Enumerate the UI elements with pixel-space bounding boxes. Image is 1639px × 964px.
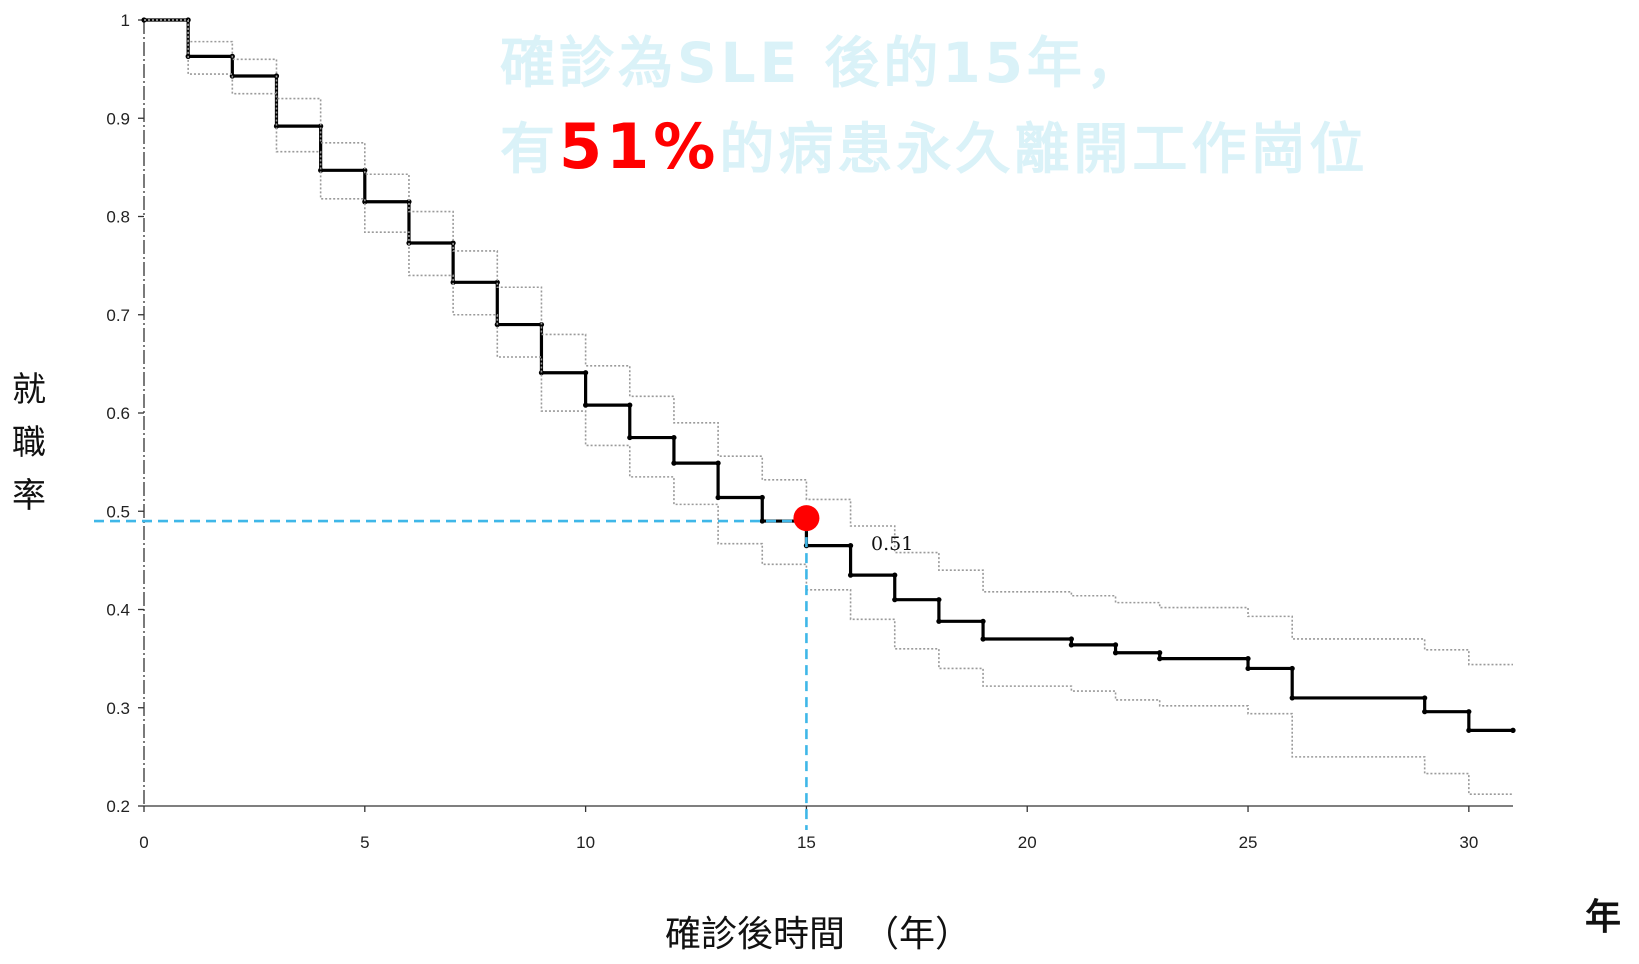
estimate-point [1466, 727, 1472, 733]
estimate-point [759, 518, 765, 524]
estimate-point [1422, 709, 1428, 715]
y-tick-label: 0.4 [106, 601, 130, 620]
x-tick-label: 15 [797, 833, 816, 852]
estimate-point [1068, 636, 1074, 642]
estimate-point [671, 460, 677, 466]
series-lower-ci-line [144, 19, 1513, 796]
x-axis-unit: 年 [1585, 897, 1622, 938]
estimate-point [627, 402, 633, 408]
estimate-point [406, 199, 412, 205]
chart-title-prefix: 有 [500, 117, 560, 181]
chart-title-line2: 有51%的病患永久離開工作崗位 [500, 104, 1368, 184]
highlight-point-marker [793, 505, 820, 532]
y-tick-label: 0.2 [106, 797, 130, 816]
estimate-point [1289, 665, 1295, 672]
estimate-point [1422, 695, 1428, 701]
estimate-point [1245, 665, 1251, 672]
estimate-point [538, 370, 545, 376]
estimate-point [936, 618, 942, 624]
estimate-point [980, 618, 986, 624]
x-tick-label: 30 [1459, 833, 1478, 852]
estimate-point [847, 572, 854, 578]
y-axis-label-char: 職 [12, 423, 46, 463]
x-tick-label: 25 [1239, 833, 1258, 852]
chart-title-suffix: 的病患永久離開工作崗位 [719, 117, 1369, 181]
highlight-point-label: 0.51 [871, 533, 914, 555]
y-tick-label: 0.7 [106, 306, 130, 325]
estimate-point [1510, 727, 1516, 733]
estimate-point [494, 279, 500, 285]
chart-title-line1: 確診為SLE 後的15年， [500, 31, 1145, 95]
estimate-point [892, 597, 898, 603]
estimate-point [1466, 709, 1472, 715]
estimate-point [715, 494, 721, 501]
estimate-point [936, 597, 942, 603]
estimate-point [583, 402, 589, 408]
estimate-point [1289, 695, 1295, 701]
y-axis-label-char: 率 [12, 476, 46, 516]
x-axis-label: 確診後時間 （年） [665, 914, 972, 955]
estimate-point [362, 167, 368, 173]
x-tick-label: 0 [139, 833, 148, 852]
estimate-point [450, 279, 456, 285]
estimate-point [671, 434, 677, 441]
estimate-point [759, 494, 765, 501]
estimate-point [1157, 650, 1163, 656]
estimate-point [847, 543, 854, 549]
series-estimate-line [144, 18, 1513, 732]
chart-title-highlight: 51% [559, 110, 720, 183]
estimate-point [406, 240, 412, 246]
estimate-point [1157, 656, 1163, 662]
estimate-point [1112, 642, 1119, 648]
y-tick-label: 0.8 [106, 208, 130, 227]
estimate-point [1245, 656, 1251, 662]
estimate-point [627, 434, 633, 441]
y-tick-label: 1 [121, 11, 130, 30]
series-upper-ci-line [144, 19, 1513, 666]
estimate-point [318, 167, 324, 173]
x-tick-label: 20 [1018, 833, 1037, 852]
y-axis-label-char: 就 [12, 370, 46, 410]
y-tick-label: 0.6 [106, 404, 130, 423]
estimate-point [980, 636, 986, 642]
estimate-point [892, 572, 898, 578]
estimate-point [318, 123, 324, 129]
x-tick-label: 10 [576, 833, 595, 852]
y-tick-label: 0.5 [106, 502, 130, 521]
estimate-point [273, 123, 280, 129]
x-tick-label: 5 [360, 833, 369, 852]
y-tick-label: 0.9 [106, 109, 130, 128]
estimate-point [362, 199, 368, 205]
y-tick-label: 0.3 [106, 699, 130, 718]
estimate-point [1068, 642, 1074, 648]
estimate-point [538, 321, 545, 328]
estimate-point [715, 460, 721, 466]
estimate-point [583, 370, 589, 376]
estimate-point [1112, 650, 1119, 656]
